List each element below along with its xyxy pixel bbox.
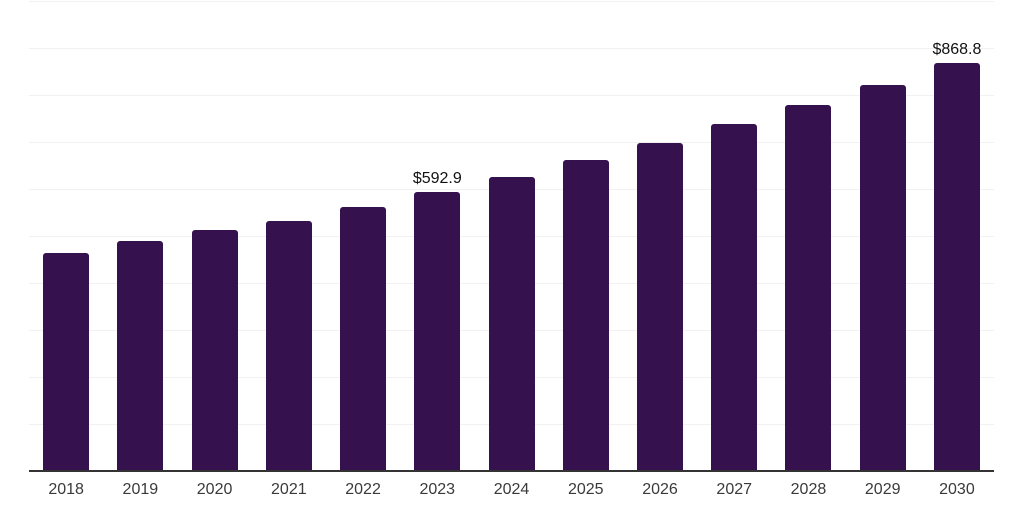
bar-2024[interactable]	[488, 176, 535, 471]
x-tick-label-2025: 2025	[567, 481, 604, 498]
bar-2025[interactable]	[562, 160, 609, 471]
bars-row: $592.9 $868.8	[29, 1, 994, 471]
bar-2030[interactable]	[933, 62, 980, 471]
bar-value-label-2030: $868.8	[932, 40, 982, 58]
bar-slot-2028	[771, 1, 845, 471]
bar-slot-2019	[103, 1, 177, 471]
bar-value-label-2023: $592.9	[412, 170, 462, 188]
x-tick-label-2026: 2026	[642, 481, 678, 498]
bar-2027[interactable]	[711, 124, 758, 471]
x-axis-line	[29, 470, 994, 472]
bar-slot-2026	[623, 1, 697, 471]
x-tick-label-2030: 2030	[939, 481, 975, 498]
gridline	[29, 95, 994, 96]
bar-slot-2030: $868.8	[920, 1, 994, 471]
bar-2023[interactable]	[414, 192, 461, 471]
plot-area: $592.9 $868.8	[29, 1, 994, 472]
x-tick-label-2024: 2024	[493, 481, 530, 498]
bar-2021[interactable]	[265, 220, 312, 471]
x-tick-label-2021: 2021	[271, 481, 307, 498]
bar-slot-2023: $592.9	[400, 1, 474, 471]
bar-slot-2024	[474, 1, 548, 471]
bar-slot-2029	[846, 1, 920, 471]
gridline	[29, 1, 994, 2]
gridline	[29, 142, 994, 143]
x-tick-label-2022: 2022	[345, 481, 381, 498]
x-tick-label-2020: 2020	[196, 481, 233, 498]
x-tick-label-2029: 2029	[864, 481, 901, 498]
x-tick-label-2027: 2027	[716, 481, 753, 498]
x-tick-label-2018: 2018	[48, 481, 84, 498]
x-axis-tick-labels: 2018 2019 2020 2021 2022 2023 2024 2025 2026 2027…	[29, 480, 994, 499]
bar-2026[interactable]	[636, 142, 683, 471]
bar-2019[interactable]	[117, 240, 164, 471]
bar-slot-2027	[697, 1, 771, 471]
bar-2018[interactable]	[43, 252, 90, 471]
bar-slot-2022	[326, 1, 400, 471]
bar-slot-2025	[549, 1, 623, 471]
bar-2022[interactable]	[340, 207, 387, 471]
bar-slot-2020	[177, 1, 251, 471]
x-tick-label-2028: 2028	[790, 481, 827, 498]
x-tick-label-2023: 2023	[419, 481, 456, 498]
bar-slot-2021	[252, 1, 326, 471]
bar-2029[interactable]	[859, 84, 906, 471]
bar-2020[interactable]	[191, 230, 238, 471]
bar-slot-2018	[29, 1, 103, 471]
x-tick-label-2019: 2019	[122, 481, 159, 498]
gridline	[29, 48, 994, 49]
bar-2028[interactable]	[785, 105, 832, 471]
